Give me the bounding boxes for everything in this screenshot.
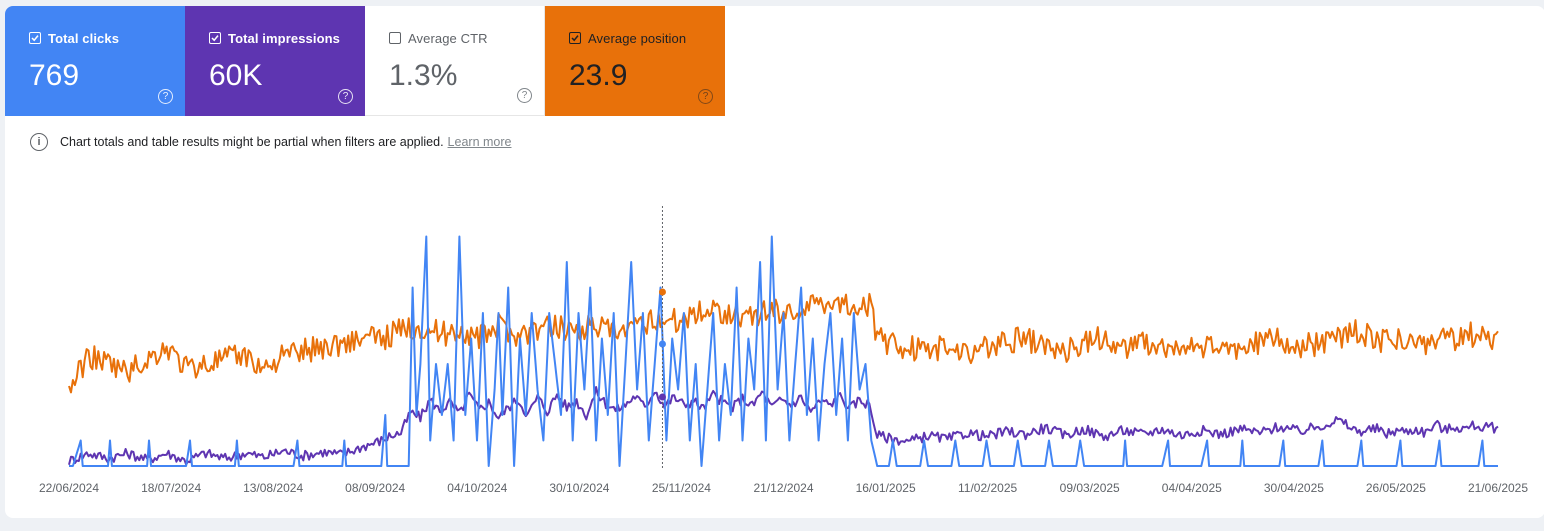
x-tick-label: 11/02/2025 bbox=[958, 481, 1017, 495]
tile-label: Average CTR bbox=[408, 30, 488, 46]
tile-average-ctr[interactable]: Average CTR 1.3% ? bbox=[365, 6, 545, 116]
hover-dot bbox=[658, 288, 666, 296]
x-tick-label: 09/03/2025 bbox=[1060, 481, 1120, 495]
x-tick-label: 13/08/2024 bbox=[243, 481, 303, 495]
series-line-average-position bbox=[68, 292, 1499, 394]
tile-label: Total impressions bbox=[228, 30, 340, 46]
checkbox-checked-icon[interactable] bbox=[569, 32, 581, 44]
checkbox-checked-icon[interactable] bbox=[209, 32, 221, 44]
x-tick-label: 16/01/2025 bbox=[856, 481, 916, 495]
hover-dot bbox=[658, 393, 666, 401]
series-line-total-impressions bbox=[68, 386, 1499, 466]
performance-card: Total clicks 769 ? Total impressions 60K… bbox=[5, 6, 1544, 518]
tile-label: Total clicks bbox=[48, 30, 120, 46]
checkbox-checked-icon[interactable] bbox=[29, 32, 41, 44]
help-icon[interactable]: ? bbox=[517, 88, 532, 103]
help-icon[interactable]: ? bbox=[338, 89, 353, 104]
tile-value: 60K bbox=[209, 59, 263, 92]
tile-value: 1.3% bbox=[389, 59, 458, 92]
help-icon[interactable]: ? bbox=[158, 89, 173, 104]
tile-value: 23.9 bbox=[569, 59, 628, 92]
metric-tiles: Total clicks 769 ? Total impressions 60K… bbox=[5, 6, 725, 116]
help-icon[interactable]: ? bbox=[698, 89, 713, 104]
info-icon: i bbox=[30, 133, 48, 151]
filter-notice: i Chart totals and table results might b… bbox=[30, 133, 511, 151]
checkbox-unchecked-icon[interactable] bbox=[389, 32, 401, 44]
x-tick-label: 22/06/2024 bbox=[39, 481, 99, 495]
x-tick-label: 04/04/2025 bbox=[1162, 481, 1222, 495]
x-tick-label: 21/06/2025 bbox=[1468, 481, 1528, 495]
x-tick-label: 26/05/2025 bbox=[1366, 481, 1426, 495]
x-tick-label: 30/04/2025 bbox=[1264, 481, 1324, 495]
tile-value: 769 bbox=[29, 59, 80, 92]
tile-average-position[interactable]: Average position 23.9 ? bbox=[545, 6, 725, 116]
notice-text: Chart totals and table results might be … bbox=[60, 135, 444, 149]
x-tick-label: 25/11/2024 bbox=[652, 481, 711, 495]
x-tick-label: 08/09/2024 bbox=[345, 481, 405, 495]
x-tick-label: 04/10/2024 bbox=[447, 481, 507, 495]
series-line-total-clicks bbox=[69, 235, 1498, 467]
tile-total-clicks[interactable]: Total clicks 769 ? bbox=[5, 6, 185, 116]
x-tick-label: 18/07/2024 bbox=[141, 481, 201, 495]
learn-more-link[interactable]: Learn more bbox=[447, 135, 512, 149]
x-tick-label: 30/10/2024 bbox=[549, 481, 609, 495]
hover-dot bbox=[658, 340, 666, 348]
tile-total-impressions[interactable]: Total impressions 60K ? bbox=[185, 6, 365, 116]
x-tick-label: 21/12/2024 bbox=[753, 481, 813, 495]
performance-chart[interactable]: 22/06/2024 18/07/2024 13/08/2024 08/09/2024… bbox=[5, 6, 1544, 518]
tile-label: Average position bbox=[588, 30, 687, 46]
